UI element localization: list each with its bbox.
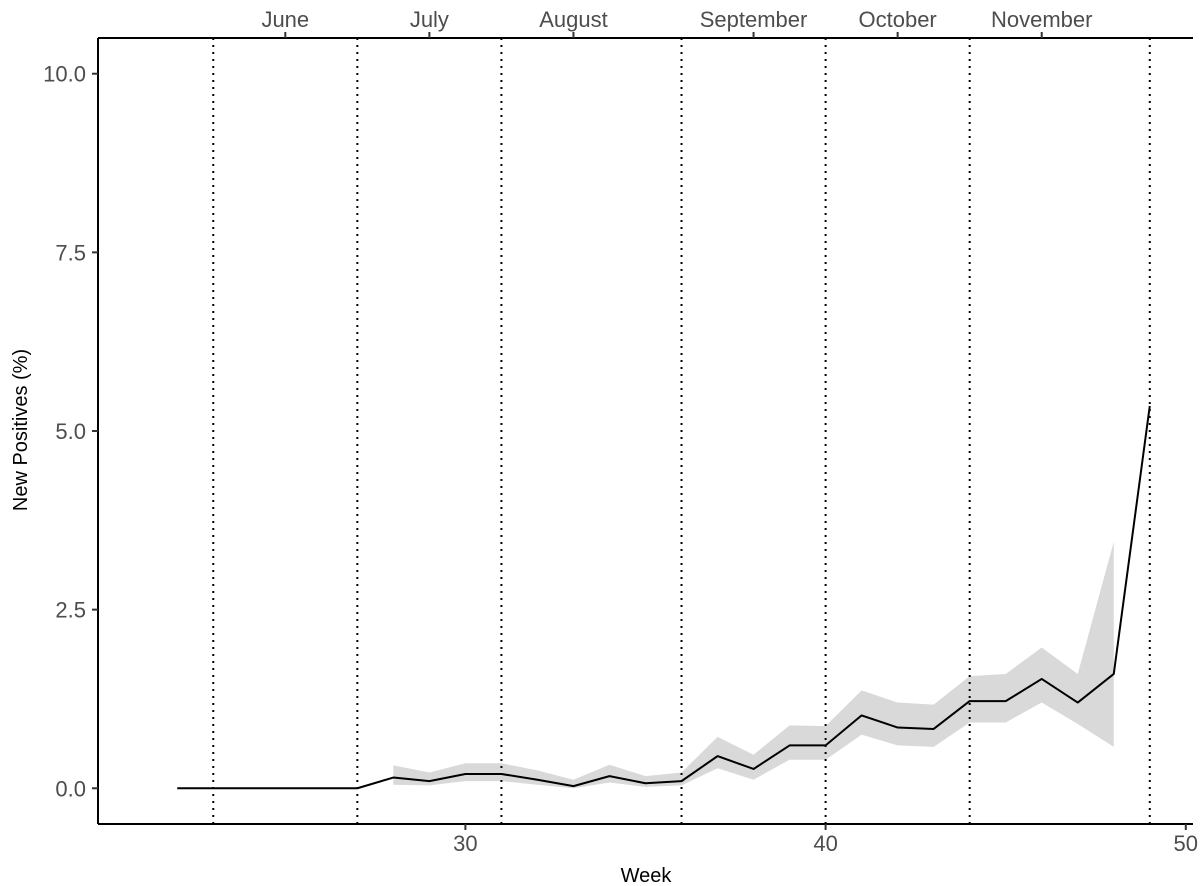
- confidence-band: [393, 541, 1114, 789]
- series-line: [177, 405, 1151, 790]
- series-line-layer: [177, 405, 1151, 790]
- month-label: June: [261, 7, 309, 32]
- y-tick-label: 10.0: [43, 62, 86, 87]
- month-label: November: [991, 7, 1092, 32]
- confidence-band-layer: [393, 541, 1114, 789]
- x-axis-title: Week: [621, 865, 673, 886]
- axes-layer: [92, 32, 1193, 830]
- y-tick-label: 7.5: [55, 240, 86, 265]
- month-label: September: [700, 7, 808, 32]
- y-tick-label: 5.0: [55, 419, 86, 444]
- y-tick-label: 0.0: [55, 776, 86, 801]
- y-axis-title: New Positives (%): [10, 349, 32, 511]
- x-tick-label: 50: [1174, 831, 1198, 856]
- x-tick-label: 40: [813, 831, 837, 856]
- month-boundary-layer: [212, 38, 1151, 824]
- month-label: October: [859, 7, 937, 32]
- month-label: July: [410, 7, 449, 32]
- labels-layer: 30 40 50 0.0 2.5 5.0 7.5 10.0 June July August Sept…: [43, 7, 1198, 856]
- x-tick-label: 30: [453, 831, 477, 856]
- month-label: August: [539, 7, 608, 32]
- y-tick-label: 2.5: [55, 598, 86, 623]
